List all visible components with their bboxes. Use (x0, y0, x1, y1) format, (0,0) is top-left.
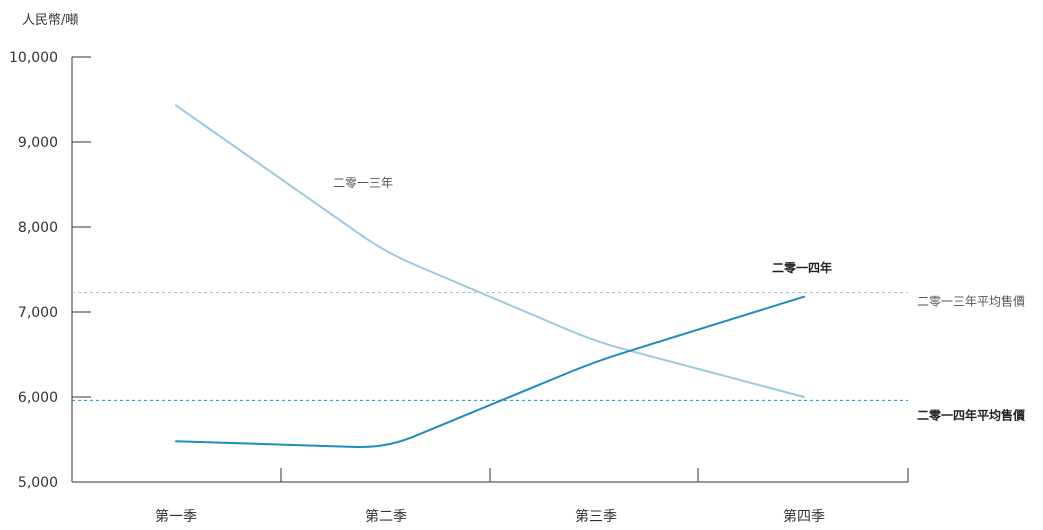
y-tick-label: 9,000 (18, 135, 58, 151)
x-axis: 第一季 第二季 第三季 第四季 (71, 468, 909, 525)
y-axis: 5,000 6,000 7,000 8,000 9,000 10,000 (9, 50, 91, 491)
y-axis-title: 人民幣/噸 (22, 13, 78, 28)
series-line-2014 (175, 295, 805, 449)
series-label-2014: 二零一四年 (772, 260, 832, 275)
y-tick-label: 7,000 (18, 305, 58, 321)
series-label-2013: 二零一三年 (333, 176, 393, 190)
x-tick-label: 第二季 (365, 508, 407, 525)
x-tick-label: 第四季 (783, 508, 825, 525)
y-tick-label: 8,000 (18, 220, 58, 236)
y-tick-label: 5,000 (18, 475, 58, 491)
y-tick-label: 6,000 (18, 390, 58, 406)
y-tick-label: 10,000 (9, 50, 58, 66)
avg-price-label-2014: 二零一四年平均售價 (917, 407, 1026, 422)
reference-lines (72, 291, 908, 401)
x-tick-label: 第一季 (155, 508, 197, 525)
series-line-2013 (175, 104, 805, 398)
avg-price-label-2013: 二零一三年平均售價 (917, 293, 1025, 308)
x-tick-label: 第三季 (575, 508, 617, 525)
series-lines (175, 104, 805, 449)
